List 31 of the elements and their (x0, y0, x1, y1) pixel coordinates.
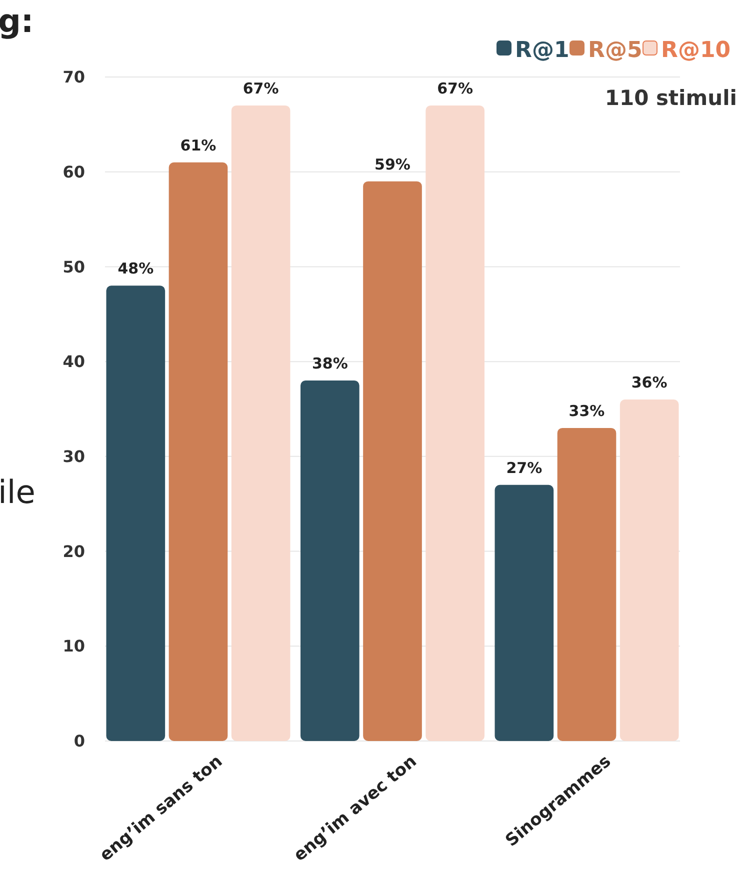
legend-label: R@5 (588, 38, 642, 63)
bar (426, 105, 484, 741)
data-label: 59% (374, 155, 410, 174)
y-tick-label: 50 (62, 257, 85, 276)
y-tick-label: 10 (62, 636, 85, 656)
data-label: 67% (242, 79, 279, 98)
bar (168, 162, 228, 741)
bar (231, 105, 290, 741)
y-tick-label: 70 (62, 68, 85, 87)
bar (106, 286, 166, 741)
bar (300, 380, 360, 741)
bar (494, 484, 554, 741)
text: 110 stimuli (604, 86, 737, 110)
bar (363, 181, 422, 741)
legend-label: R@10 (661, 38, 731, 63)
y-tick-label: 0 (74, 732, 85, 751)
y-tick-label: 30 (62, 447, 85, 466)
y-tick-label: 40 (62, 352, 85, 372)
y-tick-label: 20 (62, 542, 85, 561)
bar (620, 400, 679, 741)
data-label: 36% (631, 374, 668, 392)
data-label: 27% (506, 458, 542, 477)
text: ile (0, 473, 36, 511)
legend-label: R@1 (515, 38, 570, 63)
bar (557, 428, 616, 741)
data-label: 38% (312, 354, 348, 373)
y-tick-label: 60 (62, 162, 85, 182)
data-label: 61% (180, 136, 216, 154)
data-label: 67% (437, 79, 474, 98)
data-label: 48% (118, 260, 154, 278)
data-label: 33% (568, 402, 605, 420)
